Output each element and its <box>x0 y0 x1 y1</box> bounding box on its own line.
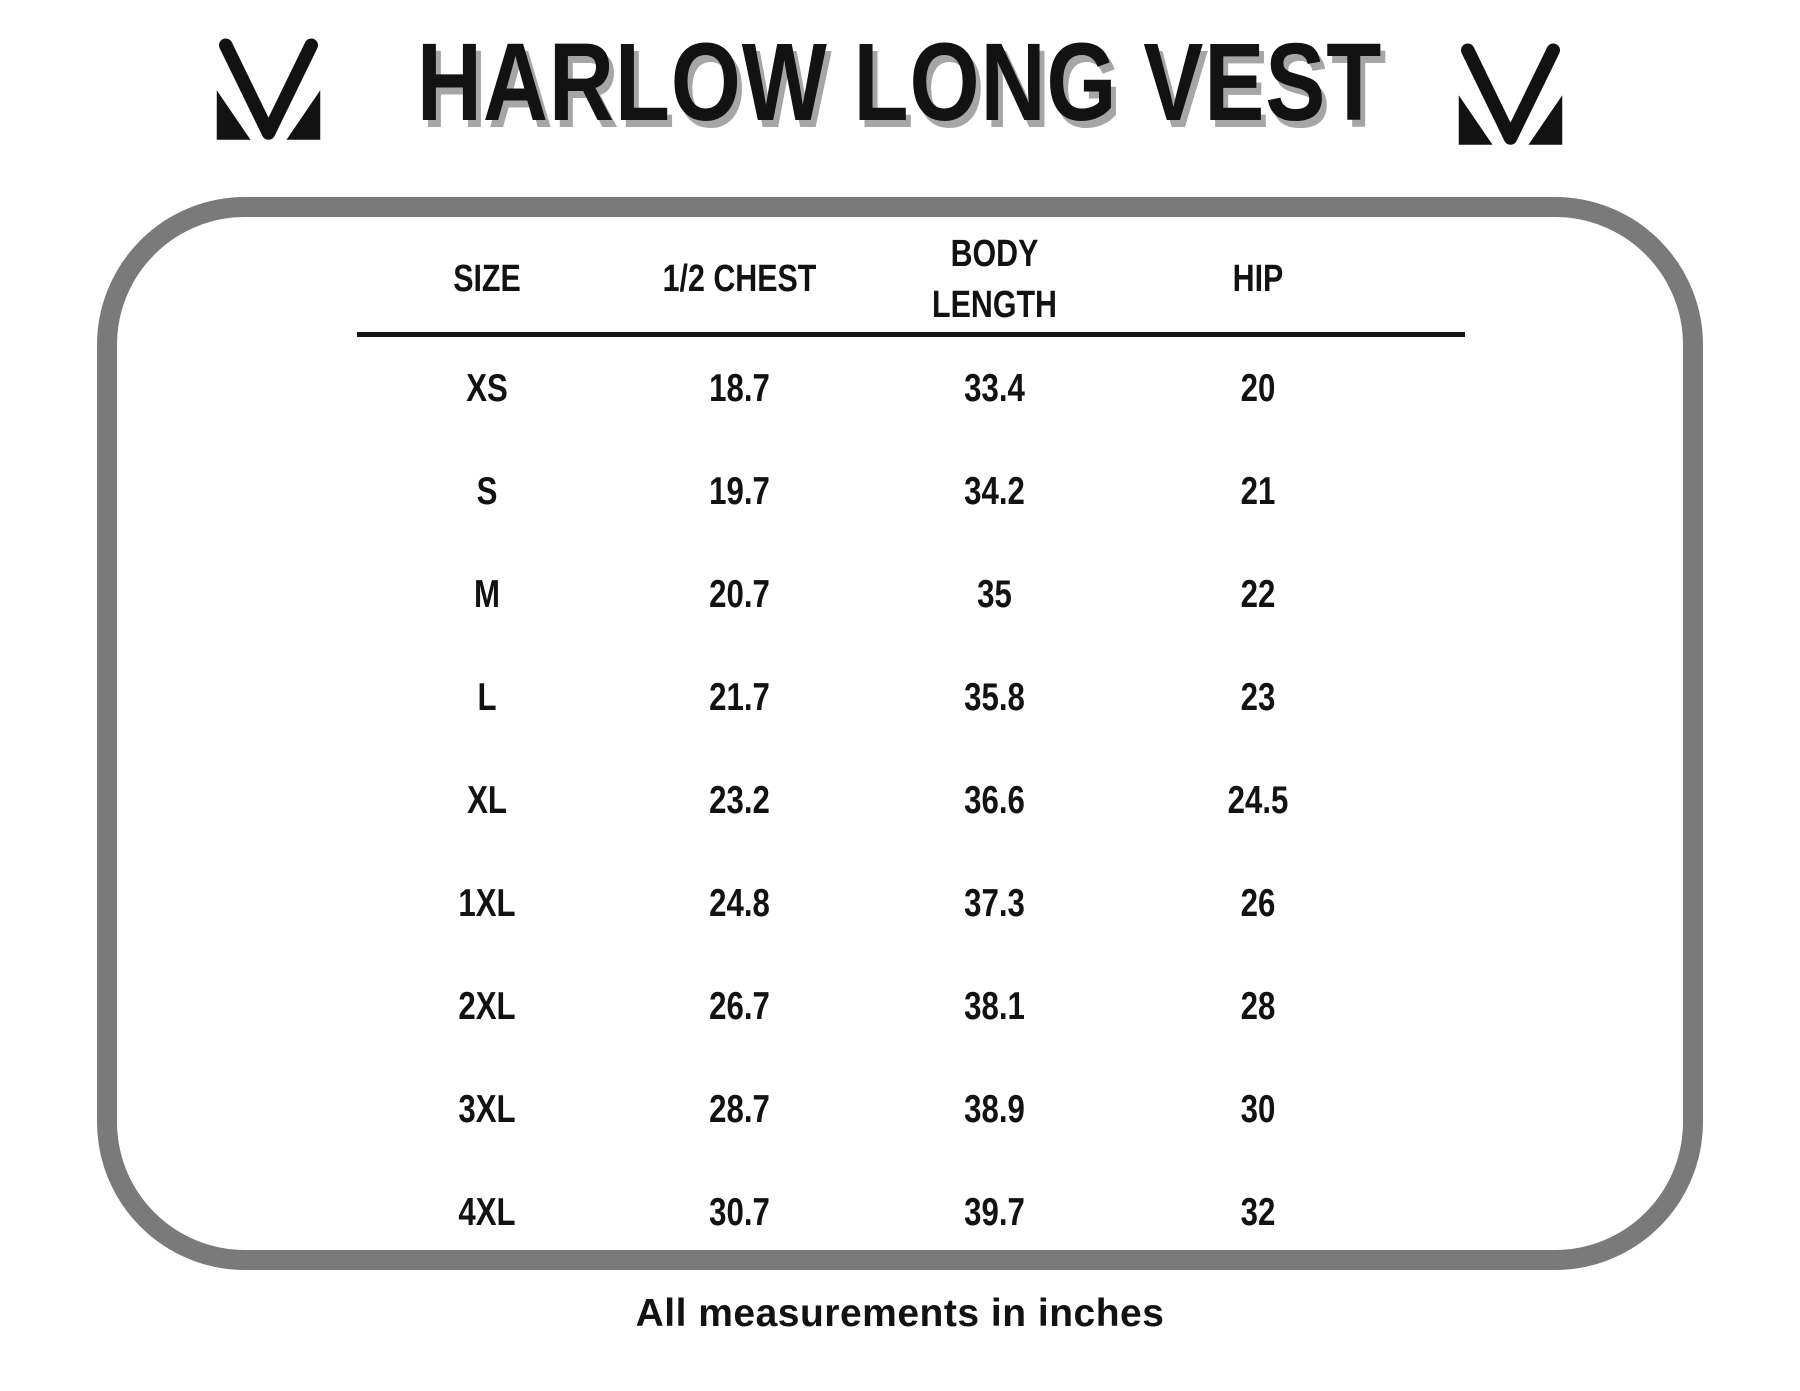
chest-cell: 19.7 <box>709 469 770 513</box>
size-cell: 3XL <box>458 1087 516 1131</box>
size-cell: 2XL <box>458 984 516 1028</box>
table-header-row: SIZE 1/2 CHEST BODY LENGTH HIP <box>357 228 1465 332</box>
page-title: HARLOW LONG VEST <box>0 22 1800 143</box>
hip-cell: 24.5 <box>1227 778 1289 822</box>
hip-cell: 30 <box>1240 1087 1276 1131</box>
table-body: XS 18.7 33.4 20 S 19.7 34.2 21 M 20.7 35… <box>357 337 1465 1264</box>
mv-monogram-icon <box>1452 38 1569 148</box>
table-row: XS 18.7 33.4 20 <box>357 337 1465 440</box>
body-length-cell: 38.9 <box>964 1087 1025 1131</box>
body-length-cell: 35.8 <box>964 675 1025 719</box>
table-row: M 20.7 35 22 <box>357 543 1465 646</box>
col-header-size: SIZE <box>453 258 521 301</box>
header-divider <box>357 332 1465 337</box>
size-cell: S <box>476 469 498 513</box>
size-cell: 1XL <box>458 881 516 925</box>
table-row: S 19.7 34.2 21 <box>357 440 1465 543</box>
body-length-cell: 38.1 <box>964 984 1025 1028</box>
body-length-cell: 36.6 <box>964 778 1025 822</box>
hip-cell: 32 <box>1240 1190 1276 1234</box>
hip-cell: 20 <box>1240 366 1276 410</box>
body-length-cell: 37.3 <box>964 881 1025 925</box>
hip-cell: 23 <box>1240 675 1276 719</box>
body-length-cell: 33.4 <box>964 366 1025 410</box>
mv-monogram-icon <box>210 33 327 143</box>
chart-border <box>97 197 1703 1270</box>
chest-cell: 26.7 <box>709 984 770 1028</box>
size-cell: 4XL <box>458 1190 516 1234</box>
size-cell: XS <box>466 366 508 410</box>
table-row: 1XL 24.8 37.3 26 <box>357 852 1465 955</box>
table-row: XL 23.2 36.6 24.5 <box>357 749 1465 852</box>
col-header-half-chest: 1/2 CHEST <box>662 258 817 301</box>
hip-cell: 22 <box>1240 572 1276 616</box>
page-title-text: HARLOW LONG VEST <box>417 21 1383 144</box>
chest-cell: 21.7 <box>709 675 770 719</box>
chest-cell: 23.2 <box>709 778 770 822</box>
body-length-cell: 39.7 <box>964 1190 1025 1234</box>
table-row: 2XL 26.7 38.1 28 <box>357 955 1465 1058</box>
col-header-hip: HIP <box>1232 258 1284 301</box>
chest-cell: 24.8 <box>709 881 770 925</box>
body-length-cell: 34.2 <box>964 469 1025 513</box>
hip-cell: 26 <box>1240 881 1276 925</box>
col-header-body-length: BODY LENGTH <box>932 232 1057 326</box>
table-row: L 21.7 35.8 23 <box>357 646 1465 749</box>
size-cell: XL <box>467 778 507 822</box>
hip-cell: 21 <box>1240 469 1276 513</box>
size-table: SIZE 1/2 CHEST BODY LENGTH HIP XS 18.7 3… <box>357 228 1465 1264</box>
table-row: 4XL 30.7 39.7 32 <box>357 1161 1465 1264</box>
size-cell: L <box>477 675 497 719</box>
chest-cell: 30.7 <box>709 1190 770 1234</box>
body-length-cell: 35 <box>977 572 1012 616</box>
size-cell: M <box>474 572 500 616</box>
chest-cell: 18.7 <box>709 366 770 410</box>
hip-cell: 28 <box>1240 984 1276 1028</box>
chest-cell: 20.7 <box>709 572 770 616</box>
table-row: 3XL 28.7 38.9 30 <box>357 1058 1465 1161</box>
chest-cell: 28.7 <box>709 1087 770 1131</box>
measurement-unit-note: All measurements in inches <box>635 1292 1165 1335</box>
